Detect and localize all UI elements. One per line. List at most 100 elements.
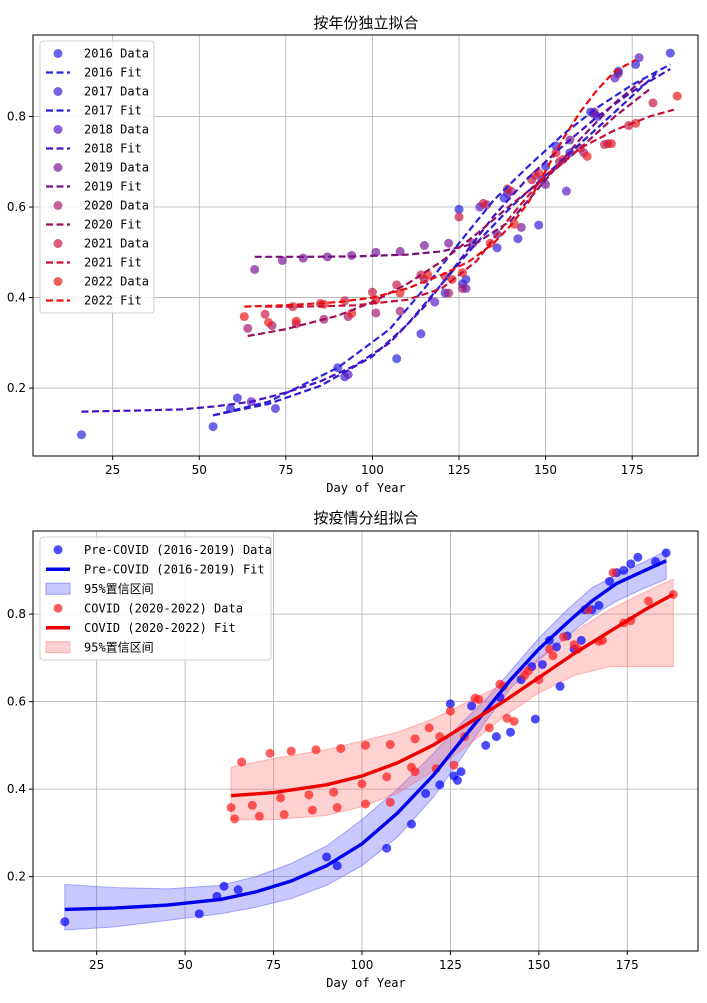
legend: 2016 Data 2016 Fit 2017 Data 2017 Fit 2018 D…	[39, 40, 155, 314]
data-point	[406, 819, 416, 829]
data-point	[502, 713, 512, 723]
data-point	[561, 186, 571, 196]
data-point	[250, 264, 260, 274]
data-point	[357, 779, 367, 789]
data-point	[410, 767, 420, 777]
legend: Pre-COVID (2016-2019) Data Pre-COVID (201…	[39, 536, 272, 661]
data-point	[410, 734, 420, 744]
data-point	[286, 746, 296, 756]
fit-line	[244, 58, 637, 308]
panel-title: 按疫情分组拟合	[313, 509, 418, 527]
data-point	[643, 596, 653, 606]
legend-marker-point	[53, 239, 63, 248]
y-tick-label: 0.6	[7, 200, 26, 214]
plot-frame	[32, 34, 699, 457]
scatter-series	[226, 568, 678, 824]
panel-title: 按年份独立拟合	[313, 14, 418, 32]
y-tick-label: 0.8	[7, 607, 26, 621]
data-point	[382, 843, 392, 853]
data-point	[552, 642, 562, 652]
legend-marker-point	[53, 603, 63, 613]
data-point	[60, 917, 70, 927]
data-point	[530, 714, 540, 724]
fit-line	[212, 63, 671, 417]
y-tick-label: 0.6	[7, 695, 26, 709]
data-point	[503, 184, 513, 194]
data-point	[576, 635, 586, 645]
legend-entry-label: 2021 Data	[84, 237, 149, 251]
data-point	[329, 787, 339, 797]
data-point	[633, 552, 643, 562]
legend-marker-point	[53, 87, 63, 96]
data-point	[661, 548, 671, 558]
data-point	[385, 797, 395, 807]
x-tick-label: 50	[192, 463, 207, 477]
data-point	[371, 247, 381, 257]
data-point	[456, 767, 466, 777]
y-tick-label: 0.2	[7, 381, 26, 395]
x-tick-label: 125	[448, 463, 471, 477]
y-tick-label: 0.8	[7, 109, 26, 123]
data-point	[537, 659, 547, 669]
data-point	[608, 568, 618, 578]
legend-entry-label: 2016 Fit	[84, 66, 142, 80]
data-point	[208, 422, 218, 432]
confidence-band	[64, 549, 667, 931]
fit-line	[212, 72, 658, 417]
data-point	[361, 799, 370, 809]
data-point	[291, 316, 301, 326]
fit-line	[247, 88, 651, 338]
scatter-series	[246, 53, 644, 407]
legend-entry-label: 95%置信区间	[84, 640, 154, 654]
legend-entry-label: 2019 Fit	[84, 180, 142, 194]
chart-panel-by-year: 按年份独立拟合 Day of Year 25 50 75 100 125 150 175 0.…	[7, 14, 699, 495]
data-point	[544, 644, 554, 654]
data-point	[516, 222, 526, 232]
data-point	[270, 403, 280, 413]
data-point	[467, 701, 477, 711]
legend-marker-point	[53, 545, 63, 555]
data-point	[416, 329, 426, 339]
fit-line	[81, 68, 671, 413]
data-point	[626, 559, 636, 569]
data-point	[582, 151, 592, 161]
data-point	[452, 775, 462, 785]
data-point	[541, 179, 551, 189]
data-point	[559, 632, 569, 642]
fit-line	[64, 559, 667, 912]
data-point	[230, 814, 240, 824]
x-tick-label: 50	[177, 958, 192, 972]
data-point	[298, 253, 308, 263]
data-point	[599, 140, 609, 150]
data-point	[454, 212, 464, 222]
legend-entry-label: 2016 Data	[84, 47, 149, 61]
data-point	[322, 252, 332, 262]
scatter-series	[225, 59, 641, 413]
data-point	[478, 198, 488, 208]
legend-marker-point	[53, 277, 63, 286]
legend-marker-band	[45, 582, 71, 595]
data-point	[457, 284, 467, 294]
legend-entry-label: Pre-COVID (2016-2019) Fit	[84, 562, 265, 576]
data-point	[311, 745, 321, 755]
legend-entry-label: 2021 Fit	[84, 256, 142, 270]
legend-entry-label: 2022 Data	[84, 275, 149, 289]
data-point	[424, 723, 434, 733]
chart-panel-by-covid-group: 按疫情分组拟合 Day of Year 25 50 75 100 125 150 175 0.…	[7, 509, 699, 990]
data-point	[307, 805, 317, 815]
legend-entry-label: 2018 Fit	[84, 142, 142, 156]
legend-marker-point	[53, 163, 63, 172]
x-tick-label: 175	[616, 958, 639, 972]
data-point	[634, 53, 644, 63]
data-point	[509, 219, 519, 229]
x-tick-label: 125	[439, 958, 462, 972]
legend-box	[39, 536, 272, 661]
data-point	[449, 760, 459, 770]
x-axis-label: Day of Year	[326, 481, 405, 495]
data-point	[523, 666, 533, 676]
legend-entry-label: 2020 Data	[84, 199, 149, 213]
data-point	[648, 98, 658, 108]
legend-entry-label: 2019 Data	[84, 161, 149, 175]
data-point	[254, 811, 264, 821]
